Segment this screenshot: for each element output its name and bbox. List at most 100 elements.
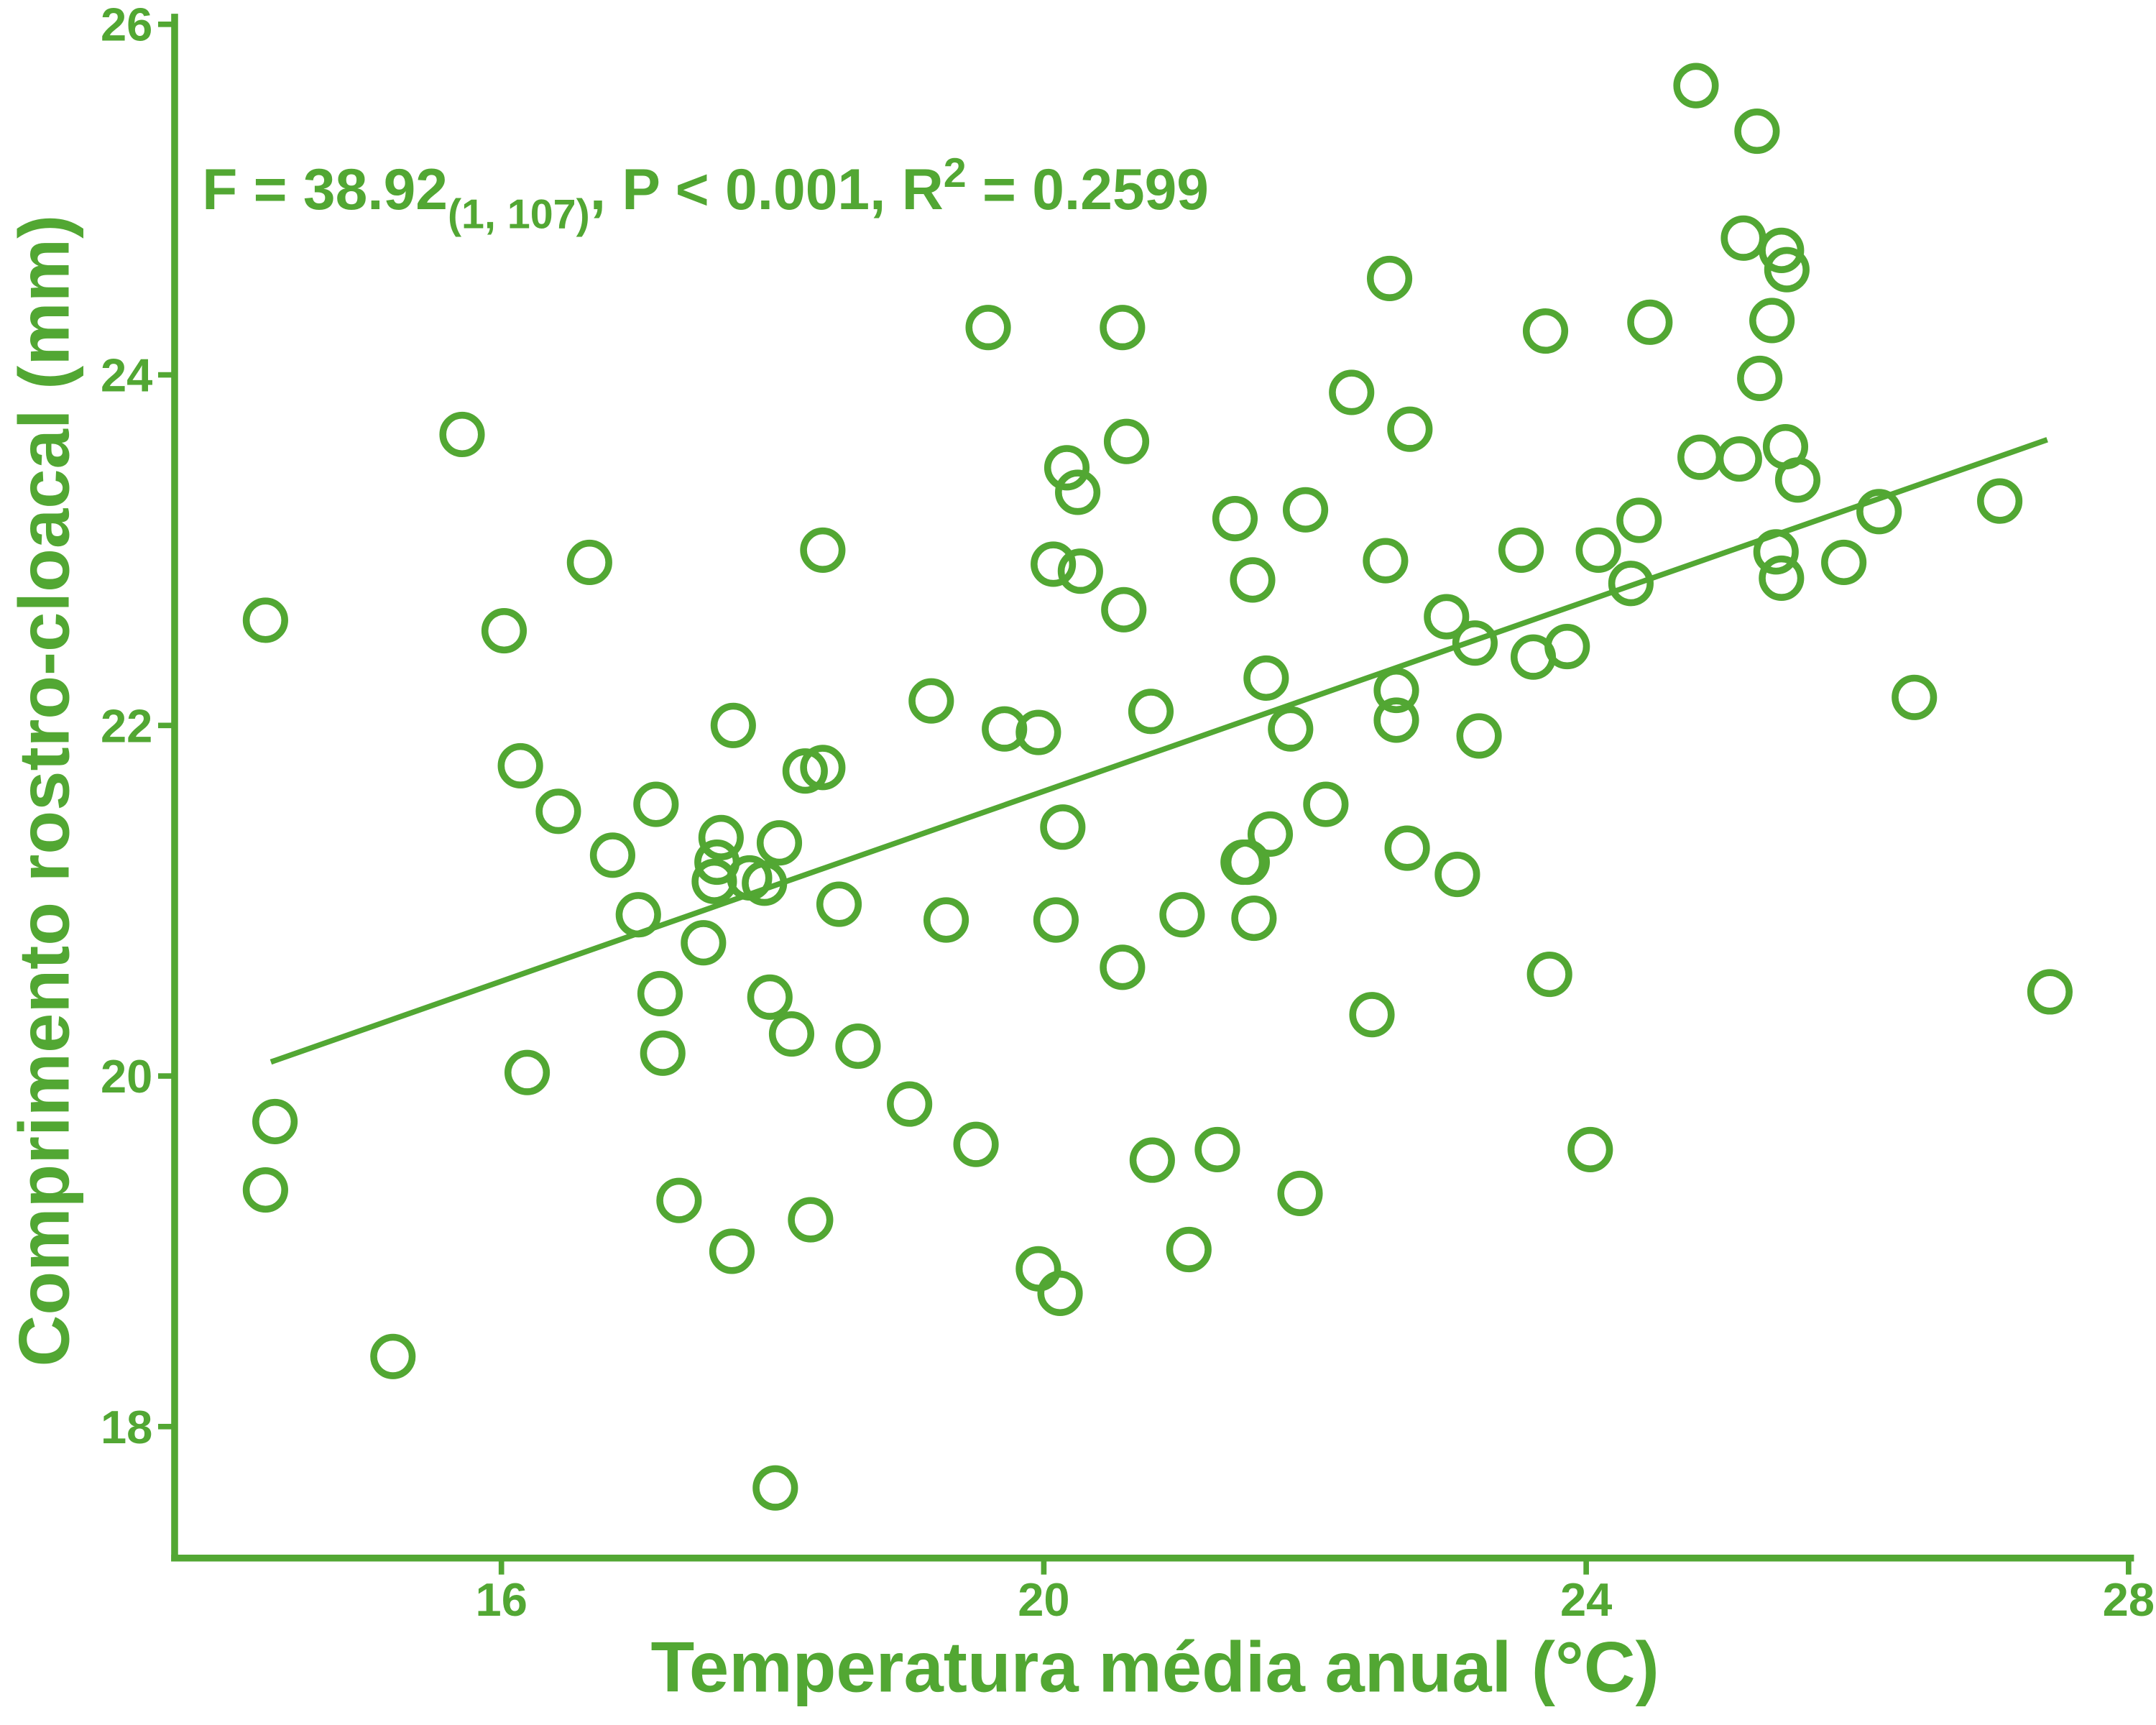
point bbox=[1015, 1246, 1061, 1292]
x-tick-label: 16 bbox=[476, 1573, 528, 1626]
point bbox=[1544, 623, 1590, 670]
point bbox=[242, 597, 288, 643]
point bbox=[1040, 804, 1086, 850]
point bbox=[1567, 1126, 1613, 1173]
y-axis-title: Comprimento rostro-cloacal (mm) bbox=[5, 215, 85, 1367]
point bbox=[1329, 369, 1375, 415]
point bbox=[1734, 108, 1780, 155]
point bbox=[1821, 539, 1867, 586]
point bbox=[1128, 689, 1174, 735]
point bbox=[1194, 1126, 1240, 1173]
point bbox=[1526, 952, 1572, 998]
point bbox=[816, 881, 862, 927]
point bbox=[1575, 527, 1621, 573]
point bbox=[1456, 713, 1502, 759]
point bbox=[1212, 495, 1258, 542]
point bbox=[1749, 298, 1795, 344]
point bbox=[747, 974, 793, 1020]
annotation-r2: = 0.2599 bbox=[967, 157, 1209, 222]
point bbox=[1057, 548, 1103, 594]
point bbox=[1387, 406, 1433, 452]
point bbox=[1774, 457, 1821, 503]
point bbox=[1243, 655, 1289, 702]
point bbox=[756, 820, 803, 866]
point bbox=[481, 608, 528, 654]
point bbox=[1977, 478, 2023, 524]
fit-line bbox=[270, 437, 2048, 1065]
point bbox=[1627, 299, 1673, 345]
x-axis-title: Temperatura média anual (°C) bbox=[651, 1627, 1659, 1707]
point bbox=[637, 970, 683, 1016]
point bbox=[887, 1081, 933, 1127]
point bbox=[656, 1177, 702, 1223]
point bbox=[768, 1011, 815, 1057]
point bbox=[1044, 445, 1090, 491]
y-tick-label: 18 bbox=[101, 1401, 152, 1453]
point bbox=[1764, 247, 1810, 293]
point bbox=[923, 897, 969, 943]
point bbox=[1159, 892, 1205, 938]
point bbox=[1366, 255, 1413, 301]
point bbox=[1673, 63, 1719, 109]
point bbox=[242, 1167, 288, 1213]
point bbox=[1349, 992, 1395, 1038]
point bbox=[982, 706, 1028, 752]
point bbox=[1037, 1270, 1083, 1317]
point bbox=[439, 411, 485, 458]
point bbox=[1055, 469, 1101, 515]
point bbox=[835, 1024, 881, 1070]
annotation-p: , P < 0.001, R bbox=[590, 157, 944, 222]
y-tick-label: 20 bbox=[101, 1050, 152, 1103]
point bbox=[1759, 555, 1805, 602]
point bbox=[1277, 1170, 1323, 1217]
y-tick-label: 24 bbox=[101, 349, 152, 401]
point bbox=[681, 920, 727, 966]
point bbox=[1033, 897, 1079, 943]
point bbox=[1230, 557, 1276, 603]
point bbox=[1759, 227, 1805, 273]
point bbox=[1100, 305, 1146, 351]
point bbox=[640, 1030, 686, 1076]
x-tick-label: 20 bbox=[1018, 1573, 1069, 1626]
point bbox=[1522, 308, 1569, 354]
annotation-sup: 2 bbox=[944, 150, 967, 196]
point bbox=[589, 832, 635, 878]
point bbox=[1247, 811, 1294, 857]
annotation-f: F = 38.92 bbox=[202, 157, 448, 222]
annotation-df: (1, 107) bbox=[448, 192, 590, 238]
point bbox=[252, 1098, 298, 1145]
point bbox=[633, 781, 679, 827]
point bbox=[1737, 355, 1783, 401]
point bbox=[709, 1228, 755, 1274]
point bbox=[1677, 434, 1723, 480]
x-tick-label: 28 bbox=[2103, 1573, 2155, 1626]
point bbox=[566, 539, 612, 586]
point bbox=[2027, 969, 2073, 1015]
point bbox=[1373, 697, 1419, 743]
point bbox=[1716, 436, 1762, 482]
point bbox=[1015, 709, 1061, 755]
point bbox=[965, 305, 1011, 351]
point bbox=[782, 748, 828, 794]
point bbox=[1231, 895, 1277, 942]
point bbox=[1373, 667, 1419, 714]
point bbox=[752, 1465, 798, 1511]
point bbox=[800, 527, 846, 573]
point bbox=[1452, 620, 1498, 666]
point bbox=[370, 1333, 416, 1379]
point bbox=[1892, 674, 1938, 720]
point bbox=[1103, 418, 1150, 464]
point bbox=[1363, 538, 1409, 584]
point bbox=[710, 702, 756, 748]
x-tick-label: 24 bbox=[1560, 1573, 1612, 1626]
point bbox=[1031, 541, 1077, 587]
point bbox=[1101, 586, 1147, 632]
point bbox=[1303, 781, 1349, 827]
point bbox=[1282, 487, 1329, 533]
annotation: F = 38.92(1, 107), P < 0.001, R2 = 0.259… bbox=[202, 150, 1209, 237]
point bbox=[1129, 1137, 1175, 1183]
point bbox=[535, 788, 581, 834]
point bbox=[1268, 706, 1314, 752]
